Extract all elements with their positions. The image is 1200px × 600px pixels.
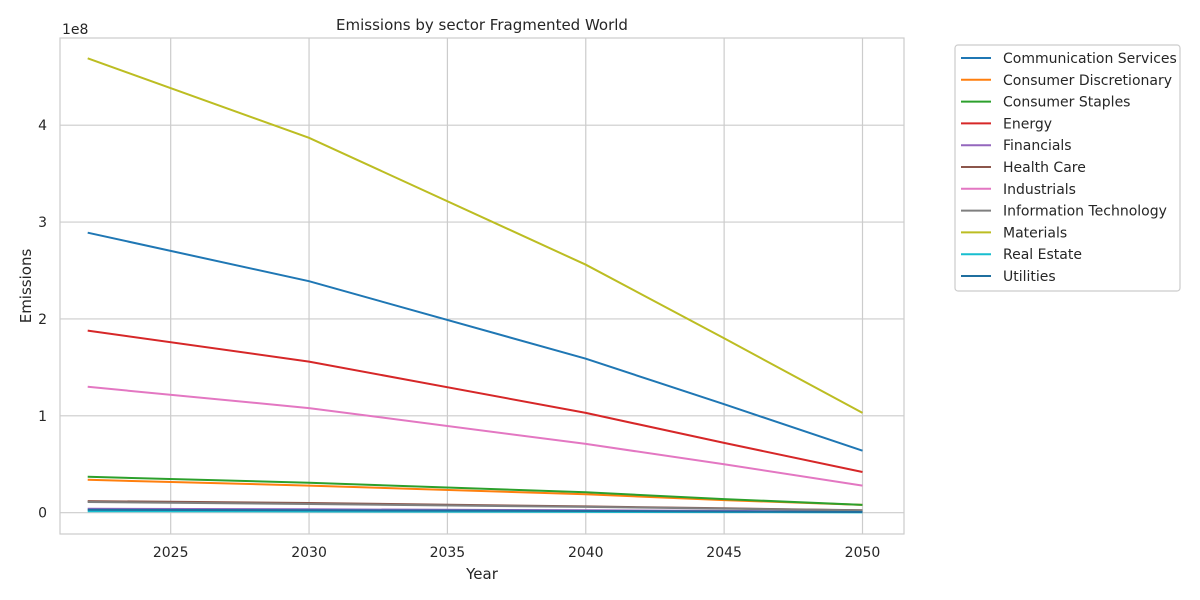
- legend-entry: Consumer Discretionary: [1003, 73, 1172, 89]
- chart-title: Emissions by sector Fragmented World: [336, 16, 628, 34]
- series-lines: [87, 57, 863, 514]
- series-line-3: [87, 475, 863, 506]
- legend-entry: Utilities: [1003, 269, 1056, 285]
- plot-frame: [59, 37, 905, 535]
- legend-entry: Communication Services: [1003, 51, 1177, 67]
- y-tick-label: 3: [38, 215, 47, 231]
- y-tick-label: 2: [38, 312, 47, 328]
- legend: Communication Services Consumer Discretio…: [954, 44, 1181, 292]
- series-line-7: [87, 385, 863, 487]
- legend-entry: Energy: [1003, 116, 1052, 132]
- legend-entry: Information Technology: [1003, 204, 1167, 220]
- series-line-4: [87, 329, 863, 473]
- x-tick-label: 2040: [568, 545, 604, 561]
- y-tick-label: 0: [38, 506, 47, 522]
- y-axis-ticks: 0 1 2 3 4: [38, 118, 47, 522]
- legend-entry: Real Estate: [1003, 247, 1082, 263]
- x-tick-label: 2045: [706, 545, 742, 561]
- y-axis-label: Emissions: [17, 249, 35, 324]
- x-axis-ticks: 2025 2030 2035 2040 2045 2050: [153, 545, 880, 561]
- grid: [60, 38, 904, 534]
- series-line-9: [87, 57, 863, 414]
- legend-entry: Consumer Staples: [1003, 95, 1130, 111]
- y-offset-label: 1e8: [62, 22, 88, 38]
- series-line-1: [87, 231, 863, 452]
- x-axis-label: Year: [465, 565, 499, 583]
- x-tick-label: 2025: [153, 545, 189, 561]
- series-line-11: [87, 508, 863, 513]
- legend-frame: [954, 44, 1181, 292]
- series-line-8: [87, 501, 863, 512]
- x-tick-label: 2035: [430, 545, 466, 561]
- legend-entry: Health Care: [1003, 160, 1086, 176]
- x-tick-label: 2030: [291, 545, 327, 561]
- legend-entry: Industrials: [1003, 182, 1076, 198]
- y-tick-label: 4: [38, 118, 47, 134]
- legend-entry: Financials: [1003, 138, 1072, 154]
- legend-entry: Materials: [1003, 225, 1067, 241]
- x-tick-label: 2050: [845, 545, 881, 561]
- y-tick-label: 1: [38, 409, 47, 425]
